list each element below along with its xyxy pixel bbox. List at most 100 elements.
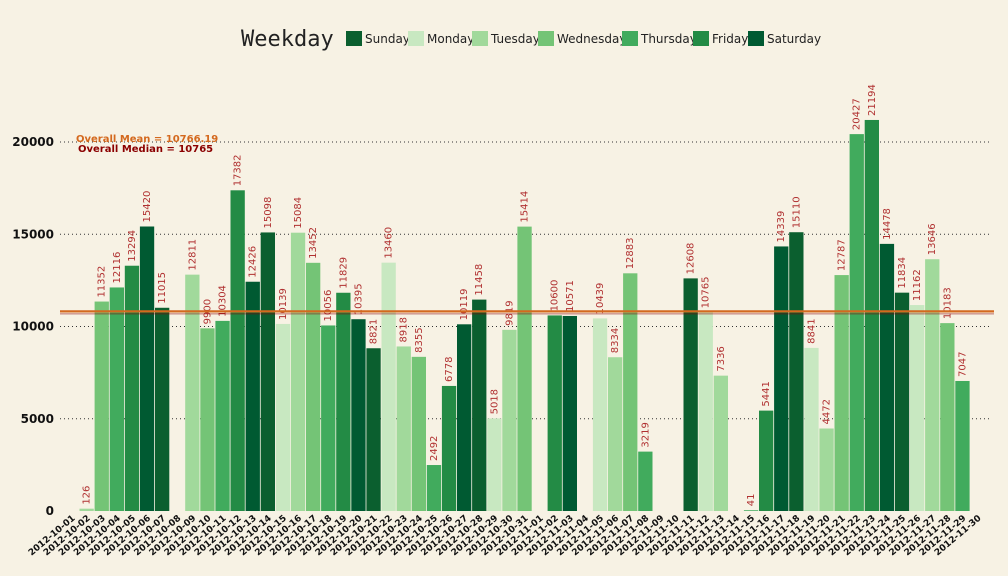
bar-value-label: 13294 [127, 230, 138, 262]
bar-value-label: 8355 [414, 327, 425, 352]
bar-2012-11-07 [623, 273, 638, 511]
bar-value-label: 14478 [882, 208, 893, 240]
mean-annotation: Overall Mean = 10766.19 [76, 134, 218, 145]
bar-2012-10-04 [109, 287, 124, 511]
bar-2012-10-14 [260, 232, 275, 511]
legend-swatch [622, 31, 638, 46]
bar-value-label: 10439 [595, 283, 606, 315]
bar-value-label: 8821 [369, 319, 380, 344]
bar-value-label: 10571 [565, 280, 576, 312]
bar-2012-11-12 [698, 312, 713, 511]
bar-2012-10-29 [487, 418, 502, 511]
bar-value-label: 10056 [323, 290, 334, 322]
bar-value-label: 12426 [248, 246, 259, 278]
bar-2012-10-31 [517, 226, 532, 511]
bar-2012-10-07 [155, 307, 170, 511]
bar-value-label: 12116 [112, 252, 123, 284]
legend-label: Saturday [767, 32, 821, 46]
y-tick-label: 0 [46, 504, 54, 518]
bar-2012-11-28 [940, 323, 955, 511]
bar-2012-11-26 [910, 305, 925, 511]
bar-2012-10-10 [200, 328, 215, 511]
bar-2012-11-27 [925, 259, 940, 511]
bar-value-label: 10183 [942, 287, 953, 319]
bars [79, 119, 970, 512]
legend-label: Sunday [365, 32, 410, 46]
bar-value-label: 15414 [520, 191, 531, 223]
bar-value-label: 14339 [776, 211, 787, 243]
bar-value-label: 15084 [293, 197, 304, 229]
bar-2012-10-11 [215, 320, 230, 511]
bar-2012-11-18 [789, 232, 804, 511]
legend-title: Weekday [241, 27, 334, 52]
y-tick-label: 20000 [12, 135, 54, 149]
bar-2012-11-22 [849, 134, 864, 511]
bar-value-label: 7336 [716, 346, 727, 371]
bar-value-label: 10119 [459, 288, 470, 320]
bar-value-label: 4472 [822, 399, 833, 424]
bar-2012-10-26 [441, 385, 457, 511]
bar-2012-10-24 [411, 356, 426, 511]
legend-item-monday: Monday [408, 31, 474, 46]
bar-value-label: 10765 [701, 277, 712, 309]
y-tick-label: 5000 [21, 412, 54, 426]
bar-2012-11-11 [683, 278, 698, 511]
legend-label: Monday [427, 32, 474, 46]
bar-2012-10-16 [290, 232, 306, 511]
bar-value-label: 12787 [837, 239, 848, 271]
bar-value-label: 11352 [97, 266, 108, 298]
legend-item-sunday: Sunday [346, 31, 410, 46]
bar-2012-10-25 [426, 465, 442, 511]
bar-2012-10-05 [124, 265, 140, 511]
bar-2012-11-02 [547, 315, 562, 511]
bar-value-label: 5018 [489, 389, 500, 414]
bar-2012-10-22 [381, 262, 396, 511]
bar-2012-10-02 [79, 508, 94, 511]
bar-value-label: 5441 [761, 381, 772, 406]
x-axis: 2012-10-012012-10-022012-10-032012-10-04… [27, 514, 984, 559]
bar-value-label: 20427 [852, 98, 863, 130]
legend: Weekday Sunday Monday Tuesday Wednesday Thur… [241, 27, 821, 52]
bar-value-label: 10304 [218, 285, 229, 317]
bar-2012-10-19 [336, 292, 351, 511]
bar-2012-10-20 [351, 319, 366, 511]
bar-2012-11-13 [713, 375, 728, 511]
legend-label: Wednesday [557, 32, 626, 46]
bar-2012-10-18 [321, 325, 336, 511]
bar-2012-11-06 [608, 357, 623, 511]
bar-value-label: 2492 [429, 436, 440, 461]
legend-item-friday: Friday [693, 31, 748, 46]
bar-2012-10-13 [245, 281, 260, 511]
bar-value-label: 12608 [686, 243, 697, 275]
bar-value-label: 6778 [444, 356, 455, 381]
bar-value-label: 11458 [474, 264, 485, 296]
bar-2012-11-25 [894, 292, 910, 511]
y-tick-label: 10000 [12, 320, 54, 334]
bar-value-label: 3219 [640, 422, 651, 447]
legend-swatch [538, 31, 554, 46]
bar-value-label: 8334 [610, 328, 621, 353]
bar-2012-10-27 [457, 324, 472, 511]
legend-item-thursday: Thursday [622, 31, 697, 46]
bar-value-label: 13452 [308, 227, 319, 259]
legend-swatch [346, 31, 362, 46]
bar-2012-10-17 [306, 262, 321, 511]
legend-label: Tuesday [490, 32, 540, 46]
bar-value-label: 10395 [353, 283, 364, 315]
bar-2012-11-20 [819, 428, 834, 511]
y-tick-label: 15000 [12, 227, 54, 241]
bar-value-label: 10139 [278, 288, 289, 320]
bar-2012-10-15 [275, 323, 291, 511]
bar-2012-10-23 [396, 346, 411, 511]
bar-2012-11-24 [879, 243, 895, 511]
bar-value-label: 12811 [187, 239, 198, 271]
legend-swatch [693, 31, 709, 46]
bar-value-label: 9819 [504, 300, 515, 325]
legend-label: Thursday [640, 32, 697, 46]
bar-value-label: 13460 [384, 227, 395, 259]
bar-2012-11-08 [638, 451, 653, 511]
